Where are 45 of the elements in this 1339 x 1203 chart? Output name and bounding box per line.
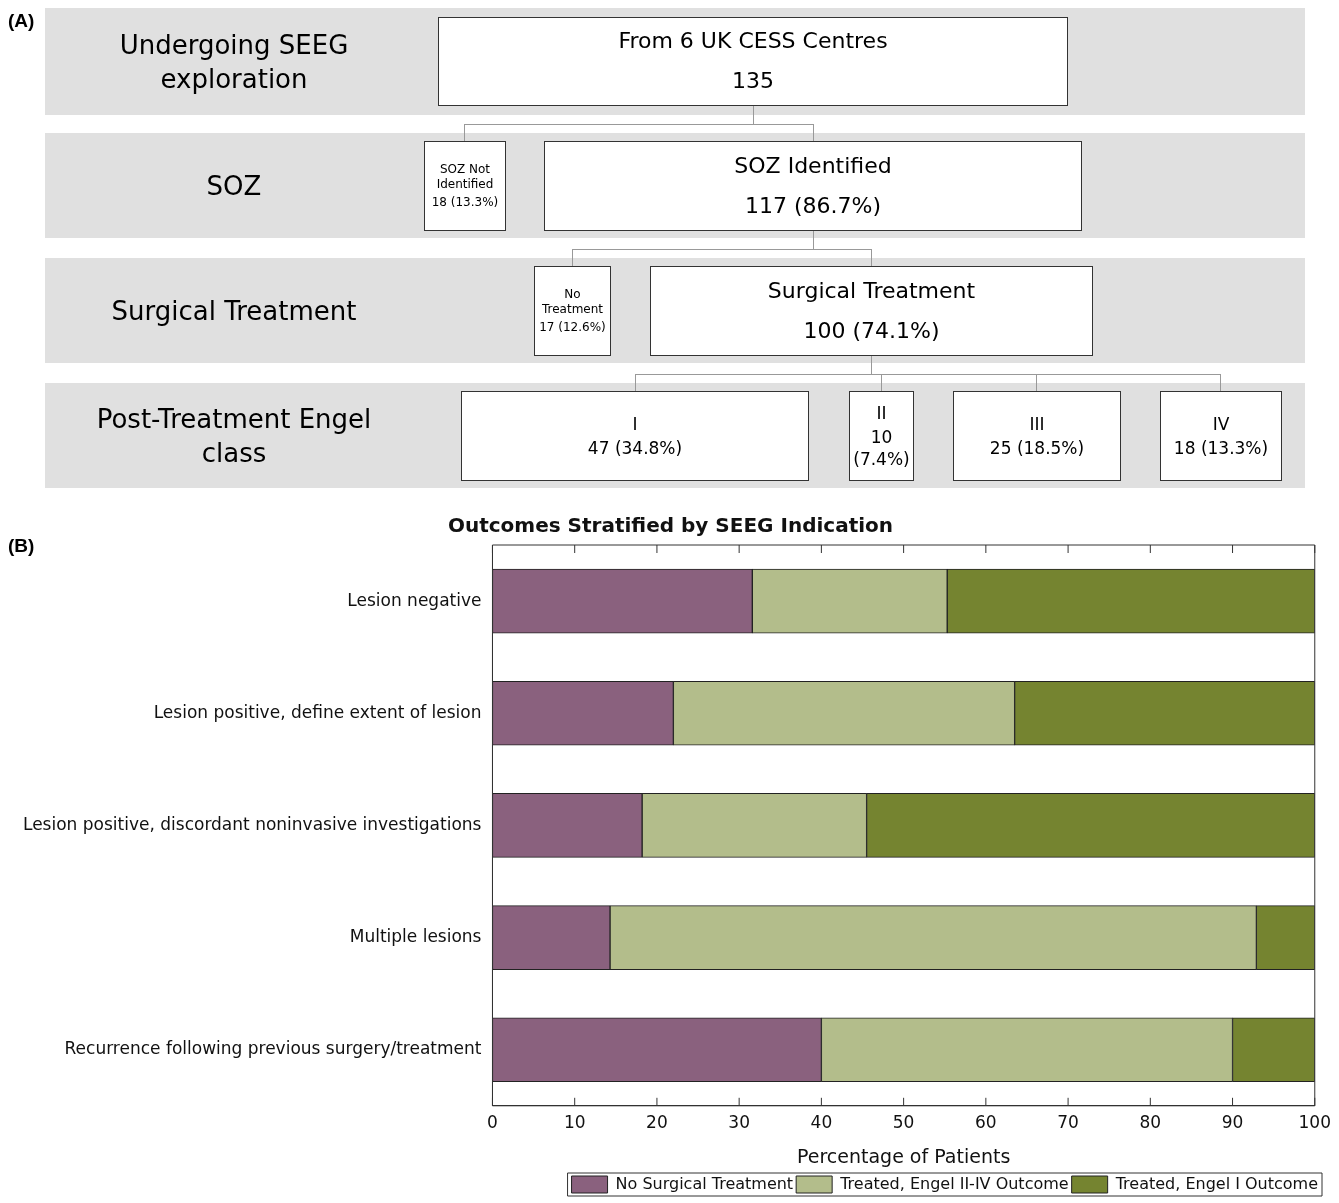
- x-tick-label: 0: [487, 1112, 498, 1133]
- text: 117 (86.7%): [744, 191, 882, 220]
- text: II: [876, 401, 887, 424]
- x-tick-label: 60: [975, 1112, 997, 1133]
- x-axis-title: Percentage of Patients: [796, 1144, 1011, 1167]
- x-tick-label: 40: [810, 1112, 833, 1133]
- x-tick-label: 80: [1139, 1112, 1162, 1133]
- text: (B): [8, 535, 35, 557]
- legend-label: Treated, Engel I Outcome: [1114, 1173, 1319, 1193]
- text: 47 (34.8%): [587, 437, 683, 460]
- chart-title: Outcomes Stratified by SEEG Indication: [447, 513, 894, 538]
- text: 135: [732, 67, 774, 95]
- legend-label: No Surgical Treatment: [615, 1173, 794, 1193]
- text: 100 (74.1%): [803, 316, 940, 345]
- text: (A): [8, 10, 35, 32]
- text: 25 (18.5%): [989, 437, 1085, 460]
- text: 18 (13.3%): [1173, 437, 1269, 460]
- x-tick-label: 20: [646, 1112, 668, 1133]
- text: IV: [1212, 412, 1230, 435]
- x-tick-label: 10: [563, 1112, 586, 1133]
- x-tick-label: 100: [1298, 1112, 1331, 1133]
- x-tick-label: 90: [1221, 1112, 1244, 1133]
- x-tick-label: 30: [728, 1112, 750, 1133]
- y-tick-label: Lesion positive, discordant noninvasive investigations: [22, 813, 482, 834]
- text: I: [632, 412, 638, 435]
- text: Surgical Treatment: [110, 294, 358, 328]
- y-tick-label: Multiple lesions: [349, 925, 482, 946]
- y-tick-label: Lesion negative: [347, 589, 482, 610]
- text: No Treatment: [540, 286, 605, 318]
- y-tick-label: Recurrence following previous surgery/treatment: [64, 1038, 482, 1059]
- text: III: [1029, 412, 1045, 435]
- text: 10 (7.4%): [852, 425, 911, 471]
- text: Post-Treatment Engel class: [95, 402, 373, 470]
- x-tick-label: 70: [1057, 1112, 1079, 1133]
- text: SOZ Identified: [734, 151, 892, 180]
- text: 17 (12.6%): [539, 319, 606, 336]
- text: Surgical Treatment: [767, 276, 976, 305]
- legend-label: Treated, Engel II-IV Outcome: [839, 1173, 1069, 1193]
- text: 18 (13.3%): [431, 194, 499, 211]
- text: SOZ Not Identified: [435, 161, 495, 193]
- text: From 6 UK CESS Centres: [618, 27, 888, 56]
- y-tick-label: Lesion positive, define extent of lesion: [153, 701, 482, 722]
- text: Undergoing SEEG exploration: [118, 28, 350, 96]
- text: SOZ: [205, 169, 263, 203]
- x-tick-label: 50: [892, 1112, 915, 1133]
